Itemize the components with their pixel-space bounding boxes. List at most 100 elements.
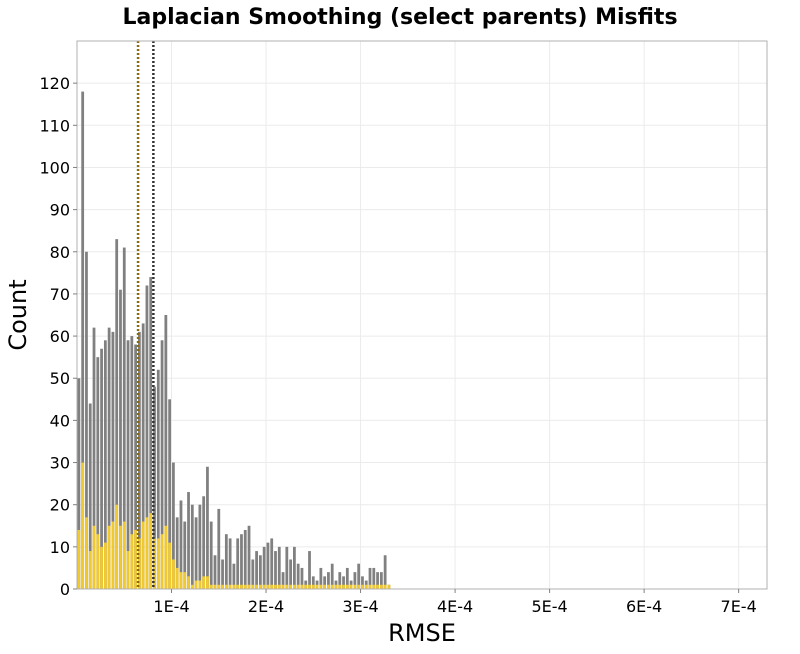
bar-selected <box>217 584 221 589</box>
bar-selected <box>334 584 338 589</box>
bar-all <box>345 567 349 589</box>
bar-all <box>85 251 88 589</box>
bar-all <box>168 399 172 589</box>
bar-selected <box>103 542 107 589</box>
y-tick-label: 110 <box>39 116 70 135</box>
bar-selected <box>126 551 130 589</box>
bar-all <box>285 546 289 589</box>
bar-selected <box>224 584 228 589</box>
bar-all <box>327 572 330 589</box>
bar-all <box>376 572 379 589</box>
bar-all <box>236 538 240 589</box>
bar-all <box>368 567 372 589</box>
bar-selected <box>228 584 232 589</box>
bar-all <box>258 555 262 589</box>
bar-all <box>130 336 134 589</box>
bar-selected <box>285 584 289 589</box>
grid-lines <box>77 41 767 589</box>
y-tick-label: 0 <box>60 580 70 599</box>
bar-all <box>323 576 327 589</box>
bar-all <box>266 542 270 589</box>
bar-selected <box>145 517 149 589</box>
bar-all <box>202 496 206 589</box>
bar-selected <box>289 584 293 589</box>
x-tick-label: 6E-4 <box>626 597 662 616</box>
bar-selected <box>304 584 308 589</box>
bar-selected <box>194 580 198 589</box>
x-tick-label: 4E-4 <box>437 597 473 616</box>
bar-all <box>156 369 160 589</box>
bar-all <box>160 340 164 589</box>
y-tick-label: 90 <box>50 201 70 220</box>
y-tick-label: 40 <box>50 411 70 430</box>
bar-selected <box>379 584 383 589</box>
bar-selected <box>175 567 179 589</box>
y-tick-label: 10 <box>50 538 70 557</box>
x-axis-label: RMSE <box>388 619 456 647</box>
bar-selected <box>311 584 315 589</box>
bar-all <box>379 572 383 589</box>
x-axis-ticks: 1E-4 2E-4 3E-4 4E-4 5E-4 6E-4 7E-4 <box>153 589 757 616</box>
bar-all <box>175 517 179 589</box>
y-axis-label: Count <box>4 279 32 350</box>
bar-all <box>172 462 175 589</box>
bar-selected <box>270 584 274 589</box>
bar-selected <box>372 584 376 589</box>
bar-selected <box>119 525 122 589</box>
bar-all <box>92 327 96 589</box>
bar-all <box>103 340 107 589</box>
bar-selected <box>137 538 141 589</box>
y-tick-label: 60 <box>50 327 70 346</box>
bar-all <box>209 521 213 589</box>
bar-selected <box>236 584 240 589</box>
x-tick-label: 7E-4 <box>721 597 757 616</box>
bar-selected <box>202 576 206 589</box>
bar-selected <box>88 551 92 589</box>
bar-selected <box>342 584 345 589</box>
bar-selected <box>258 584 262 589</box>
bar-selected <box>187 576 190 589</box>
x-tick-label: 5E-4 <box>531 597 567 616</box>
bar-selected <box>319 584 323 589</box>
bar-all <box>262 546 266 589</box>
bar-selected <box>209 584 213 589</box>
bar-all <box>274 551 277 589</box>
bar-selected <box>349 584 353 589</box>
bar-all <box>217 508 221 589</box>
bar-selected <box>164 525 168 589</box>
bar-selected <box>345 584 349 589</box>
bar-selected <box>247 584 251 589</box>
bar-selected <box>353 584 357 589</box>
bar-all <box>187 492 190 589</box>
bar-selected <box>134 529 137 589</box>
bar-selected <box>107 525 111 589</box>
bar-all <box>311 576 315 589</box>
y-tick-label: 70 <box>50 285 70 304</box>
bar-all <box>270 538 274 589</box>
bar-all <box>353 572 357 589</box>
bar-all <box>100 348 103 589</box>
bar-all <box>289 559 293 589</box>
y-tick-label: 30 <box>50 454 70 473</box>
bar-all <box>361 576 364 589</box>
bar-selected <box>85 517 88 589</box>
bar-selected <box>183 572 187 589</box>
bar-selected <box>361 584 364 589</box>
bar-all <box>107 327 111 589</box>
bar-all <box>122 247 126 590</box>
bar-all <box>243 529 247 589</box>
all-series-bars <box>77 91 391 590</box>
bar-selected <box>153 538 156 589</box>
reference-lines <box>136 41 155 589</box>
bar-all <box>190 504 194 589</box>
bar-selected <box>77 529 81 589</box>
bar-selected <box>243 584 247 589</box>
bar-all <box>198 504 202 589</box>
bar-all <box>372 567 376 589</box>
bar-selected <box>255 584 258 589</box>
bar-all <box>342 576 345 589</box>
bar-all <box>134 344 137 589</box>
y-tick-label: 20 <box>50 496 70 515</box>
